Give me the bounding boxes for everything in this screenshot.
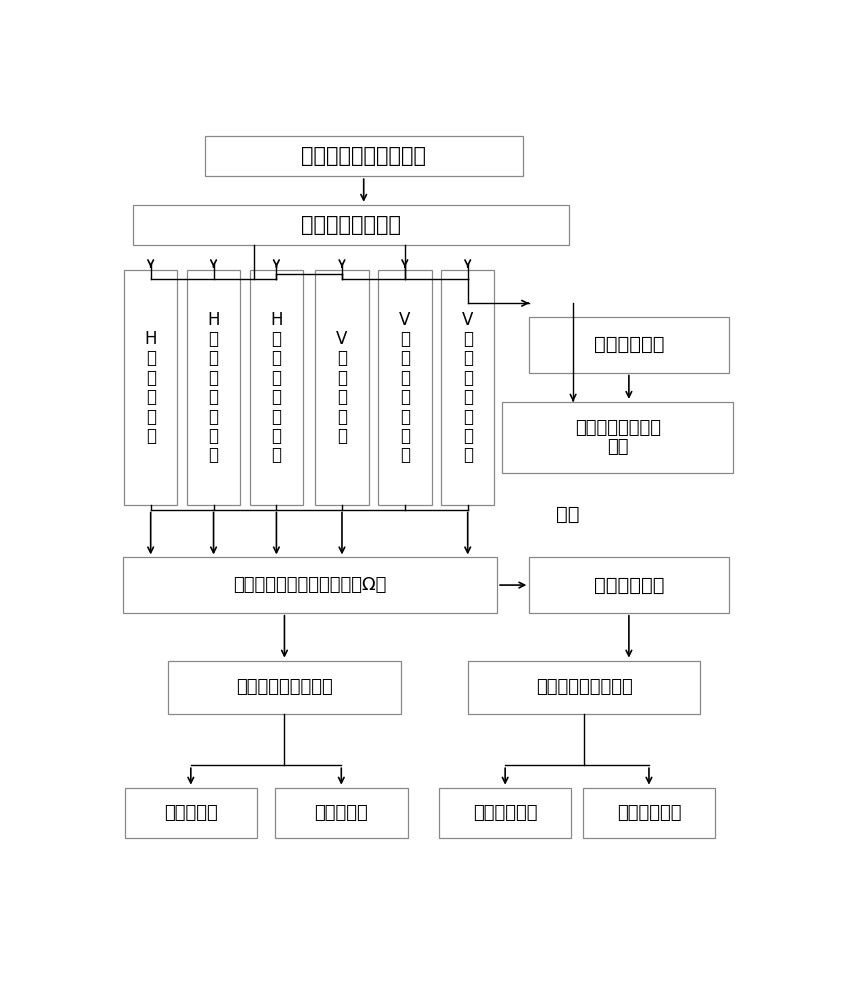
Text: 目标方位角: 目标方位角 <box>164 804 217 822</box>
Bar <box>378 270 432 505</box>
Text: V
极
化
和
信
号: V 极 化 和 信 号 <box>337 330 348 445</box>
Text: 和通道极化滤波预
处理: 和通道极化滤波预 处理 <box>575 419 661 456</box>
Text: V
极
化
方
位
差
信
号: V 极 化 方 位 差 信 号 <box>400 311 411 464</box>
Text: 搜索: 搜索 <box>557 505 580 524</box>
Bar <box>124 788 257 838</box>
Bar <box>275 788 407 838</box>
Bar <box>168 661 400 714</box>
Text: 正交极化回波采样: 正交极化回波采样 <box>301 215 401 235</box>
Text: 双极化解耦角估谲法: 双极化解耦角估谲法 <box>236 678 333 696</box>
Text: 单脉冲雷达双极化改造: 单脉冲雷达双极化改造 <box>301 146 426 166</box>
Text: 目标俯仰角: 目标俯仰角 <box>314 804 369 822</box>
Bar <box>315 270 369 505</box>
Text: 干扰源俯仰角: 干扰源俯仰角 <box>617 804 681 822</box>
Text: 双极化解耦角估谲法: 双极化解耦角估谲法 <box>536 678 633 696</box>
Text: 干扰极化估计: 干扰极化估计 <box>594 335 665 354</box>
Bar <box>439 788 571 838</box>
Bar <box>529 557 728 613</box>
Bar <box>468 661 701 714</box>
Bar <box>186 270 240 505</box>
Bar <box>529 317 728 373</box>
Text: 目标和干扰混叠的距离元（Ω）: 目标和干扰混叠的距离元（Ω） <box>233 576 387 594</box>
Text: H
极
化
和
信
号: H 极 化 和 信 号 <box>144 330 157 445</box>
Bar <box>123 557 497 613</box>
Bar <box>249 270 303 505</box>
Bar <box>124 270 178 505</box>
Bar <box>502 402 734 473</box>
Text: H
极
化
俯
仰
差
信
号: H 极 化 俯 仰 差 信 号 <box>270 311 283 464</box>
Bar <box>583 788 715 838</box>
Text: 目标极化估计: 目标极化估计 <box>594 576 665 595</box>
Bar <box>133 205 570 245</box>
Bar <box>441 270 494 505</box>
Bar <box>205 136 522 176</box>
Text: V
极
化
俯
仰
差
信
号: V 极 化 俯 仰 差 信 号 <box>462 311 474 464</box>
Text: H
极
化
方
位
差
信
号: H 极 化 方 位 差 信 号 <box>207 311 220 464</box>
Text: 干扰源方位角: 干扰源方位角 <box>473 804 538 822</box>
